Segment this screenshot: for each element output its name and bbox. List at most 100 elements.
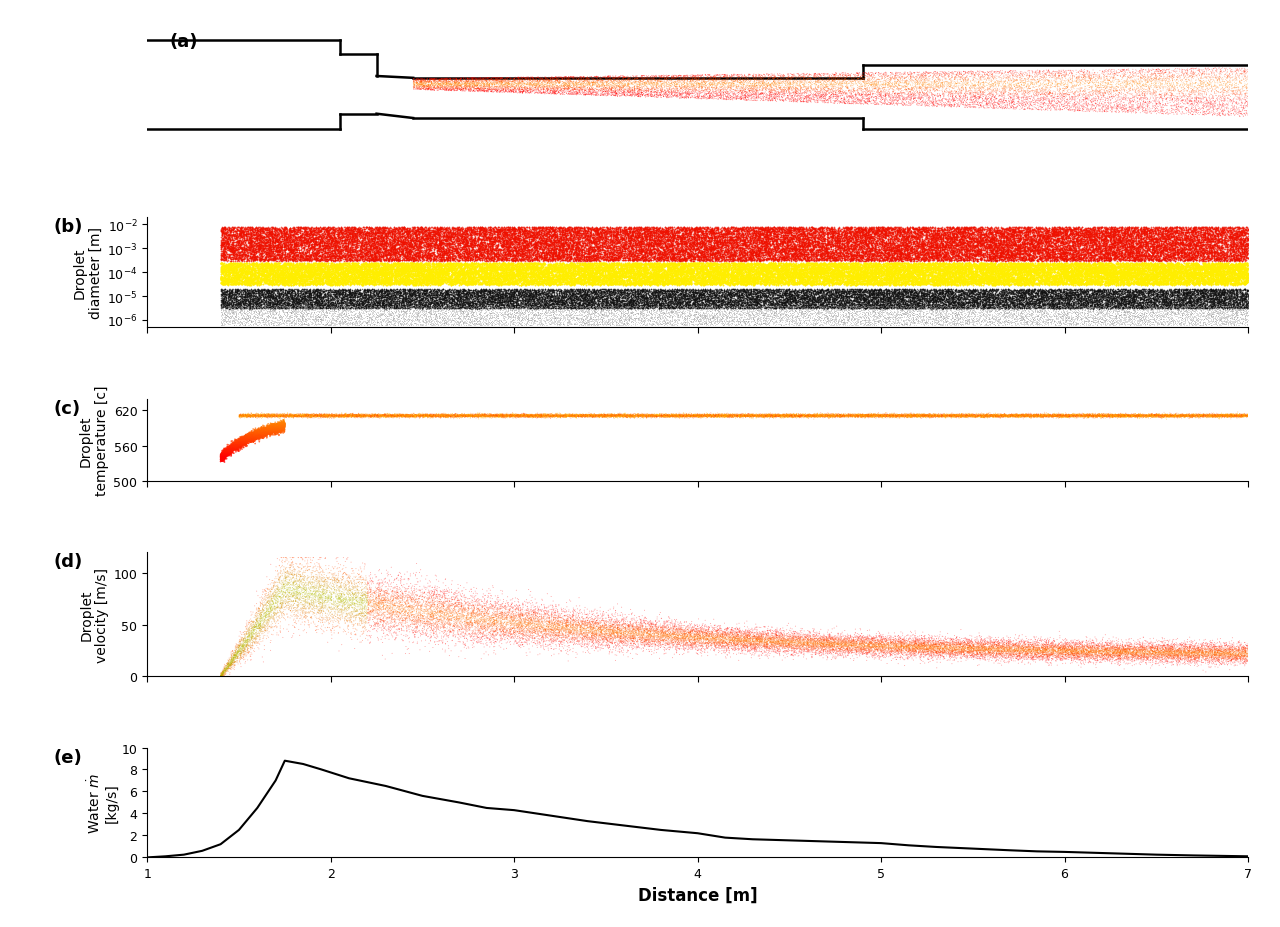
Point	[1130, 407, 1151, 422]
Point	[1190, 63, 1211, 78]
Point	[1094, 309, 1115, 324]
Point	[919, 409, 940, 424]
Point	[521, 232, 541, 247]
Point	[1172, 409, 1193, 424]
Point	[297, 289, 317, 304]
Point	[695, 613, 716, 628]
Point	[233, 305, 253, 320]
Point	[616, 408, 636, 423]
Point	[667, 241, 687, 256]
Point	[842, 272, 863, 286]
Point	[719, 250, 740, 265]
Point	[1034, 83, 1055, 98]
Point	[250, 290, 270, 305]
Point	[266, 272, 287, 286]
Point	[884, 289, 905, 304]
Point	[558, 269, 579, 284]
Point	[378, 410, 398, 425]
Point	[646, 239, 667, 254]
Point	[628, 630, 649, 645]
Point	[890, 289, 910, 304]
Point	[1056, 650, 1076, 665]
Point	[832, 85, 852, 100]
Point	[247, 222, 268, 237]
Point	[632, 306, 653, 321]
Point	[1189, 408, 1210, 423]
Point	[280, 275, 301, 290]
Point	[557, 300, 577, 315]
Point	[882, 294, 902, 309]
Point	[1032, 633, 1052, 648]
Point	[924, 298, 945, 312]
Point	[961, 76, 982, 91]
Point	[444, 606, 465, 621]
Point	[808, 89, 828, 104]
Point	[312, 253, 333, 268]
Point	[335, 242, 356, 257]
Point	[397, 235, 417, 249]
Point	[614, 632, 635, 647]
Point	[984, 77, 1005, 92]
Point	[847, 221, 868, 235]
Point	[1048, 409, 1069, 424]
Point	[1179, 240, 1199, 255]
Point	[1222, 299, 1243, 314]
Point	[1025, 101, 1046, 116]
Point	[744, 259, 764, 273]
Point	[1050, 236, 1070, 251]
Point	[613, 298, 634, 313]
Point	[1129, 311, 1149, 326]
Point	[463, 270, 484, 285]
Point	[1019, 90, 1039, 105]
Point	[1158, 294, 1179, 309]
Point	[897, 225, 918, 240]
Point	[1179, 647, 1199, 662]
Point	[1042, 642, 1062, 657]
Point	[608, 80, 628, 95]
Point	[562, 238, 582, 253]
Point	[509, 409, 530, 424]
Point	[690, 309, 710, 324]
Point	[342, 410, 362, 425]
Point	[594, 300, 614, 315]
Point	[517, 618, 538, 633]
Point	[680, 222, 700, 237]
Point	[1155, 261, 1175, 276]
Point	[671, 235, 691, 249]
Point	[320, 314, 340, 329]
Point	[509, 222, 530, 236]
Point	[609, 271, 630, 286]
Point	[1179, 237, 1199, 252]
Point	[969, 259, 989, 273]
Point	[876, 638, 896, 653]
Point	[806, 268, 827, 283]
Point	[686, 310, 707, 324]
Point	[557, 267, 577, 282]
Point	[1158, 648, 1179, 663]
Point	[1000, 238, 1020, 253]
Point	[800, 311, 820, 326]
Point	[800, 407, 820, 422]
Point	[956, 250, 977, 265]
Point	[439, 271, 460, 286]
Point	[658, 249, 678, 264]
Point	[1174, 409, 1194, 424]
Point	[795, 409, 815, 424]
Point	[228, 241, 248, 256]
Point	[218, 441, 238, 456]
Point	[1085, 290, 1106, 305]
Point	[911, 310, 932, 324]
Point	[1165, 645, 1185, 660]
Point	[298, 602, 319, 616]
Point	[878, 274, 899, 289]
Point	[992, 409, 1012, 424]
Point	[984, 239, 1005, 254]
Point	[849, 409, 869, 424]
Point	[325, 409, 346, 424]
Point	[764, 88, 785, 103]
Point	[1083, 409, 1103, 424]
Point	[285, 571, 306, 586]
Point	[257, 298, 278, 313]
Point	[229, 438, 250, 453]
Point	[763, 409, 783, 424]
